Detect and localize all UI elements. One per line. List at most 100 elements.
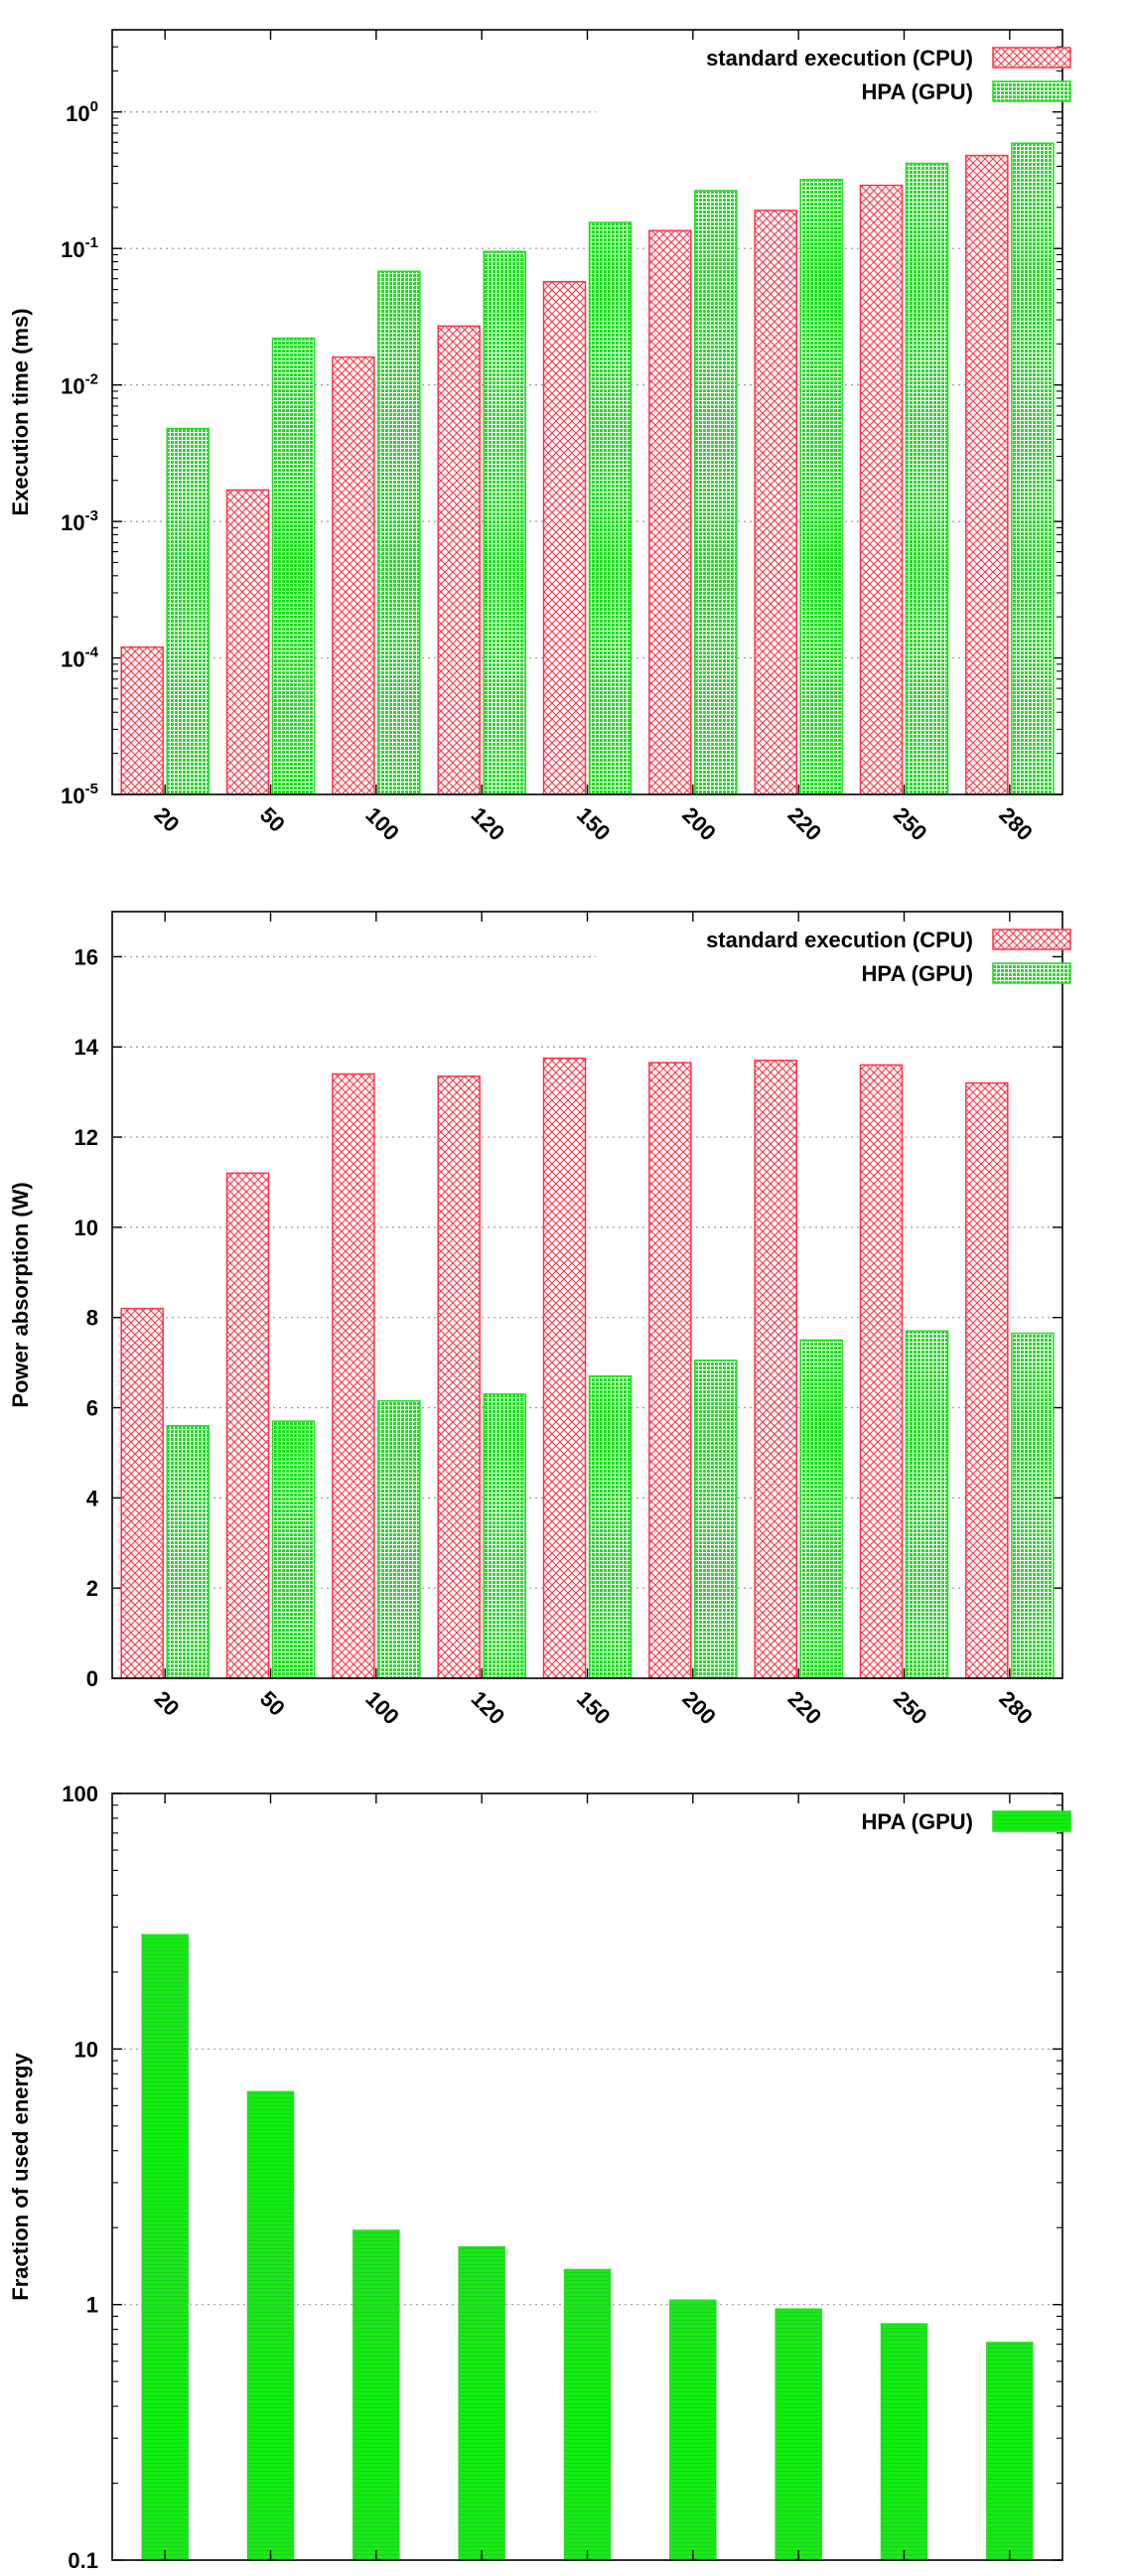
- x-tick-label: 120: [467, 1686, 510, 1730]
- bar-cpu-250: [859, 1064, 904, 1679]
- legend-swatch: [992, 962, 1071, 984]
- bar-gpu-280: [1011, 142, 1055, 795]
- y-tick-label: 16: [74, 944, 98, 969]
- bar-gpu-220: [799, 179, 843, 795]
- bar-cpu-250: [859, 184, 904, 795]
- y-tick-label: 0.1: [68, 2548, 98, 2571]
- bar-cpu-20: [120, 645, 164, 795]
- y-tick-label: 100: [66, 98, 98, 126]
- y-axis-label: Execution time (ms): [8, 308, 33, 515]
- bar-cpu-120: [437, 325, 481, 795]
- y-tick-base: 10: [61, 784, 84, 808]
- y-tick-label: 10-1: [61, 234, 98, 262]
- bar-gpu-100: [377, 1399, 421, 1679]
- y-tick-exponent: -4: [85, 644, 99, 661]
- bar-gpu-280: [986, 2342, 1034, 2561]
- y-axis-label: Fraction of used energy: [8, 2053, 33, 2301]
- bar-cpu-280: [965, 1081, 1009, 1679]
- y-tick-label: 2: [86, 1576, 98, 1601]
- legend-label: standard execution (CPU): [706, 928, 973, 952]
- y-tick-label: 0: [86, 1666, 98, 1691]
- energy-fraction-chart: 0.11101002050100120150200220250280Fracti…: [8, 1782, 1071, 2576]
- y-tick-label: 10: [74, 1216, 98, 1240]
- bar-cpu-150: [542, 1057, 587, 1679]
- bar-gpu-50: [271, 337, 316, 795]
- x-tick-label: 280: [994, 1686, 1038, 1730]
- y-tick-label: 14: [74, 1035, 99, 1060]
- x-tick-label: 50: [255, 1686, 290, 1721]
- y-tick-exponent: -3: [85, 507, 98, 524]
- bar-gpu-200: [694, 190, 738, 795]
- bar-gpu-100: [377, 270, 421, 795]
- bar-cpu-120: [437, 1075, 481, 1679]
- bar-gpu-50: [246, 2090, 295, 2561]
- plot-frame: [111, 911, 1063, 1679]
- bar-cpu-150: [542, 281, 587, 795]
- y-tick-exponent: -5: [85, 781, 98, 797]
- bar-gpu-120: [458, 2245, 505, 2561]
- x-tick-label: 100: [360, 1686, 404, 1730]
- x-tick-label: 220: [783, 802, 827, 846]
- bar-cpu-200: [648, 229, 692, 795]
- y-tick-exponent: -1: [85, 234, 98, 251]
- bar-gpu-120: [483, 250, 526, 795]
- bar-gpu-220: [775, 2308, 822, 2561]
- x-tick-label: 200: [677, 802, 721, 846]
- y-tick-label: 10-5: [61, 781, 98, 808]
- bar-gpu-20: [141, 1933, 189, 2561]
- bar-cpu-50: [225, 1172, 270, 1679]
- bar-gpu-250: [905, 1330, 949, 1679]
- bar-gpu-200: [694, 1360, 738, 1679]
- bar-gpu-20: [166, 427, 210, 795]
- y-tick-label: 1: [86, 2293, 98, 2318]
- bar-cpu-100: [332, 356, 375, 795]
- x-tick-label: 200: [677, 1686, 721, 1730]
- bar-cpu-50: [225, 489, 270, 795]
- x-tick-label: 280: [994, 802, 1038, 846]
- y-tick-base: 10: [61, 510, 84, 535]
- bar-cpu-100: [332, 1073, 375, 1679]
- bar-gpu-220: [799, 1339, 843, 1679]
- y-tick-base: 10: [61, 647, 84, 672]
- y-tick-base: 10: [61, 237, 84, 262]
- x-tick-label: 50: [255, 802, 290, 837]
- legend-swatch: [992, 929, 1071, 950]
- bar-gpu-200: [669, 2299, 717, 2561]
- bar-cpu-20: [120, 1307, 164, 1679]
- y-tick-base: 10: [66, 101, 89, 126]
- y-tick-label: 100: [62, 1782, 98, 1806]
- legend-swatch: [992, 1810, 1071, 1832]
- bar-cpu-220: [754, 210, 797, 795]
- y-tick-exponent: -2: [85, 371, 98, 388]
- y-tick-label: 10-3: [61, 507, 98, 535]
- y-tick-label: 4: [86, 1486, 99, 1510]
- x-tick-label: 150: [572, 1686, 616, 1730]
- y-tick-label: 10-4: [61, 644, 98, 672]
- y-tick-label: 10-2: [61, 371, 98, 399]
- power-absorption-chart: 0 2 4 6 8 10 12 14 16 20 50 100 120 150 200 220 250 280 Po…: [8, 911, 1071, 1730]
- y-tick-exponent: 0: [90, 98, 98, 115]
- x-tick-label: 250: [889, 802, 932, 846]
- bar-gpu-100: [353, 2229, 400, 2561]
- x-tick-label: 20: [150, 802, 185, 837]
- y-axis-label: Power absorption (W): [8, 1182, 33, 1407]
- bar-gpu-150: [588, 1374, 633, 1679]
- y-tick-label: 6: [86, 1396, 98, 1421]
- legend-label: standard execution (CPU): [706, 46, 973, 71]
- bar-gpu-120: [483, 1393, 526, 1679]
- bar-cpu-280: [965, 154, 1009, 795]
- bar-gpu-150: [563, 2268, 612, 2561]
- y-tick-label: 10: [74, 2037, 98, 2062]
- x-tick-label: 220: [783, 1686, 827, 1730]
- plot-frame: [111, 1792, 1063, 2561]
- x-tick-label: 20: [150, 1686, 185, 1721]
- x-tick-label: 120: [467, 802, 510, 846]
- y-tick-base: 10: [61, 374, 84, 399]
- plot-frame: [111, 29, 1063, 795]
- bar-gpu-280: [1011, 1332, 1055, 1679]
- x-tick-label: 250: [889, 1686, 932, 1730]
- bar-cpu-220: [754, 1060, 797, 1679]
- bar-gpu-20: [166, 1424, 210, 1679]
